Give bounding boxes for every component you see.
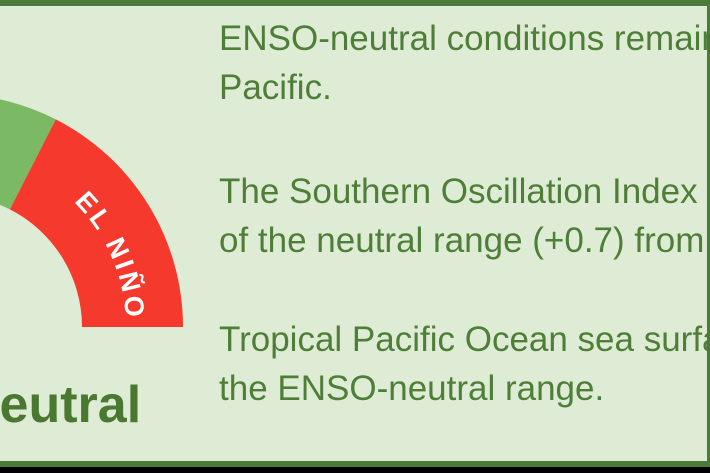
text-line: The Southern Oscillation Index <box>219 172 698 211</box>
panel-border-bottom <box>0 461 710 467</box>
text-line: Pacific. <box>219 68 332 107</box>
summary-text: ENSO-neutral conditions remain Pacific. … <box>219 14 710 413</box>
text-line: of the neutral range (+0.7) from <box>219 221 705 260</box>
gauge-status-label: Neutral <box>0 376 142 434</box>
paragraph-conditions: ENSO-neutral conditions remain Pacific. <box>219 14 710 112</box>
paragraph-sst: Tropical Pacific Ocean sea surface the E… <box>219 315 710 413</box>
gauge-segment-neutral <box>0 99 56 210</box>
text-line: ENSO-neutral conditions remain <box>219 19 710 58</box>
paragraph-soi: The Southern Oscillation Index of the ne… <box>219 167 710 265</box>
panel-border-top <box>0 0 710 6</box>
gauge-segment-el-nino <box>9 119 184 328</box>
text-line: the ENSO-neutral range. <box>219 369 605 408</box>
letterbox-bar <box>0 467 710 473</box>
panel-border-right <box>707 0 710 467</box>
text-line: Tropical Pacific Ocean sea surface <box>219 320 710 359</box>
